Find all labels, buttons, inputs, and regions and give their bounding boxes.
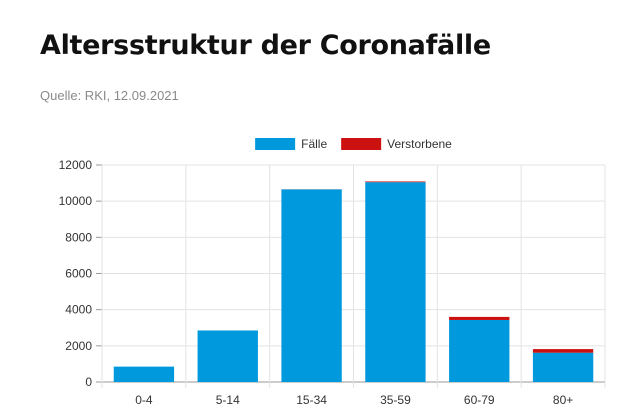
source-note: Quelle: RKI, 12.09.2021	[40, 88, 179, 103]
bar-chart: 0 2000 4000 6000 8000 10000 12000 0-4 5-14 15-34 3…	[59, 137, 606, 407]
x-tick-label: 80+	[553, 393, 573, 407]
legend-label-verstorbene: Verstorbene	[387, 137, 452, 151]
x-tick-label: 5-14	[216, 393, 240, 407]
y-tick-label: 4000	[65, 303, 92, 317]
legend-swatch-fälle	[255, 138, 296, 150]
bar-fälle	[197, 330, 258, 382]
legend-label-fälle: Fälle	[301, 137, 327, 151]
page-title: Altersstruktur der Coronafälle	[40, 30, 491, 61]
x-tick-label: 35-59	[380, 393, 411, 407]
bar-fälle	[113, 366, 175, 382]
bar-fälle	[365, 182, 426, 382]
y-tick-label: 6000	[65, 267, 92, 281]
bar-fälle	[449, 319, 510, 382]
bar-verstorbene	[532, 349, 594, 353]
x-tick-label: 60-79	[464, 393, 495, 407]
bar-verstorbene	[365, 181, 426, 183]
y-tick-label: 2000	[65, 339, 92, 353]
y-tick-label: 12000	[59, 158, 93, 172]
bar-fälle	[532, 352, 594, 382]
legend-swatch-verstorbene	[341, 138, 382, 150]
x-tick-label: 0-4	[135, 393, 153, 407]
x-tick-label: 15-34	[296, 393, 327, 407]
y-tick-label: 0	[85, 375, 92, 389]
y-tick-label: 10000	[59, 194, 93, 208]
bar-fälle	[281, 189, 342, 382]
bar-verstorbene	[449, 316, 510, 320]
y-tick-label: 8000	[65, 230, 92, 244]
